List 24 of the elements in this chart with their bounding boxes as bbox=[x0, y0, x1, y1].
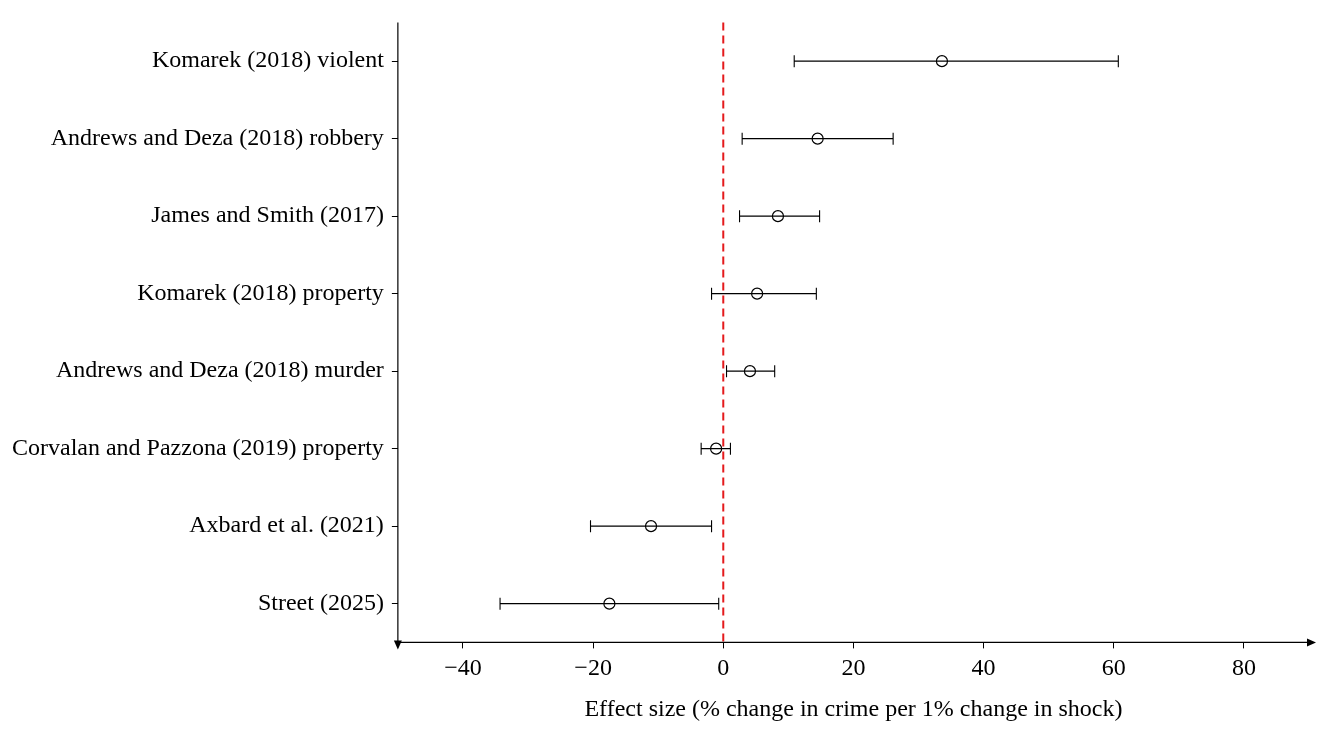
point bbox=[710, 442, 723, 455]
x-axis-title: Effect size (% change in crime per 1% change in shock) bbox=[584, 694, 1123, 721]
x-tick-label: 60 bbox=[1101, 654, 1126, 681]
point bbox=[811, 132, 824, 145]
y-tick-label: Street (2025) bbox=[257, 588, 384, 615]
y-tick-label: Komarek (2018) violent bbox=[151, 46, 385, 73]
point bbox=[603, 597, 616, 610]
point bbox=[935, 55, 949, 68]
y-tick-label: Komarek (2018) property bbox=[137, 278, 384, 305]
point bbox=[771, 210, 785, 223]
y-tick-label: Andrews and Deza (2018) robbery bbox=[50, 123, 384, 150]
y-tick-label: James and Smith (2017) bbox=[151, 201, 384, 228]
point bbox=[751, 287, 764, 300]
x-tick-label: −20 bbox=[574, 654, 612, 681]
y-tick-label: Andrews and Deza (2018) murder bbox=[55, 356, 384, 383]
y-tick-label: Axbard et al. (2021) bbox=[189, 511, 384, 538]
x-tick-label: −40 bbox=[444, 654, 482, 681]
point bbox=[743, 365, 757, 378]
x-tick-label: 40 bbox=[971, 654, 996, 681]
y-tick-label: Corvalan and Pazzona (2019) property bbox=[12, 433, 384, 460]
x-tick-label: 20 bbox=[841, 654, 866, 681]
x-tick-label: 0 bbox=[717, 654, 730, 681]
x-tick-label: 80 bbox=[1231, 654, 1256, 681]
point bbox=[644, 520, 658, 533]
